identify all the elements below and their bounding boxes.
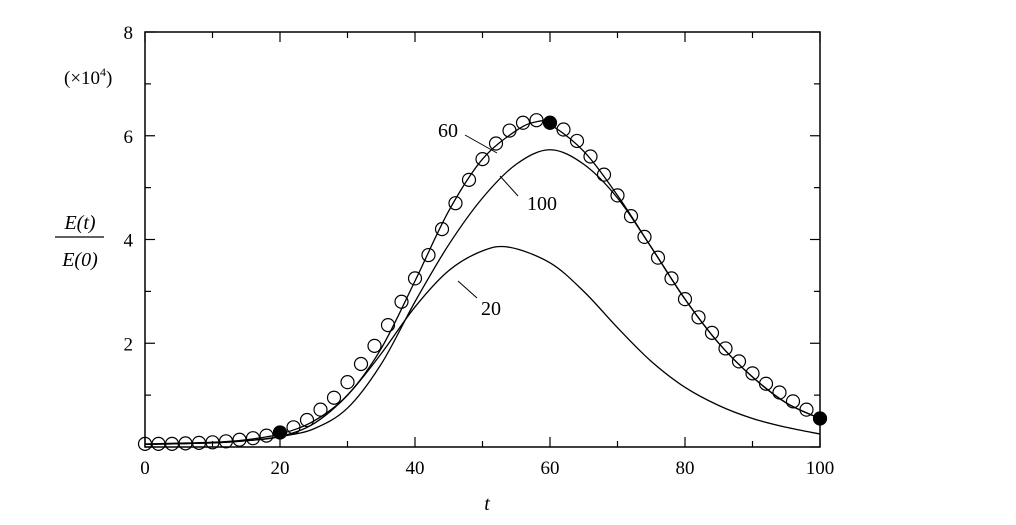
data-point-filled [273,425,287,440]
y-tick-label: 6 [124,127,134,148]
data-point-open [637,229,652,245]
data-point-open [245,431,261,446]
data-point-open [367,338,382,353]
x-tick-label: 0 [140,458,150,479]
data-point-open [340,375,355,390]
y-multiplier-label: (×104) [64,65,112,89]
data-point-open [515,115,531,130]
x-tick-label: 20 [271,458,290,479]
data-point-open [583,149,598,164]
data-point-open [569,133,585,149]
data-point-open [299,412,315,428]
data-point-open [745,366,760,381]
data-point-filled [543,115,557,130]
x-tick-labels: 0 20 40 60 80 100 [140,458,834,479]
data-point-open [434,222,450,237]
data-point-filled [813,411,827,426]
series-line-60 [144,120,821,445]
data-point-open [407,271,423,286]
y-tick-labels: 2 4 6 8 [124,23,134,355]
data-point-open [704,325,720,340]
data-point-open [232,432,247,447]
data-point-open [677,292,693,307]
y-tick-label: 4 [124,231,134,252]
annotation-leader-60 [464,134,498,154]
data-point-open [556,122,571,137]
x-tick-label: 60 [541,458,560,479]
data-point-open [799,402,814,417]
data-point-open [421,247,436,263]
tick-marks [144,31,821,448]
plot-frame [144,31,821,448]
data-point-open [529,113,544,128]
data-point-open [313,402,328,417]
data-point-open [664,271,679,286]
annotation-label-100: 100 [527,193,557,215]
data-point-open [448,196,463,211]
data-point-open [326,390,342,405]
y-axis-denominator: E(0) [61,249,98,271]
data-point-open [610,188,625,203]
x-tick-label: 80 [676,458,695,479]
y-tick-label: 2 [124,334,134,355]
markers [137,113,828,451]
curve-annotations: 60 100 20 [438,120,557,320]
data-point-open [286,420,301,435]
y-multiplier-exponent: 4 [100,65,106,79]
data-point-open [731,354,747,369]
data-point-open [475,151,490,167]
data-point-open [691,310,706,325]
annotation-label-60: 60 [438,120,458,142]
data-point-open [623,209,639,224]
y-tick-label: 8 [124,23,134,44]
data-point-open [502,123,517,138]
data-point-open [596,167,612,182]
annotation-leader-20 [457,280,478,299]
annotation-label-20: 20 [481,298,501,320]
data-point-open [785,394,801,409]
data-point-open [772,385,787,400]
data-point-open [758,376,774,391]
data-point-open [461,172,477,187]
annotation-leader-100 [499,175,519,197]
x-tick-label: 40 [406,458,425,479]
data-point-open [380,317,396,333]
data-point-open [650,250,666,265]
y-axis-numerator: E(t) [63,212,95,234]
data-point-open [353,356,369,372]
data-point-open [394,294,409,309]
data-point-open [488,136,504,151]
curves [144,120,821,446]
data-point-open [718,341,733,356]
data-point-open [218,434,234,449]
x-axis-title: t [484,493,490,515]
x-tick-label: 100 [806,458,835,479]
data-point-open [259,428,274,443]
series-line-20 [144,245,821,446]
